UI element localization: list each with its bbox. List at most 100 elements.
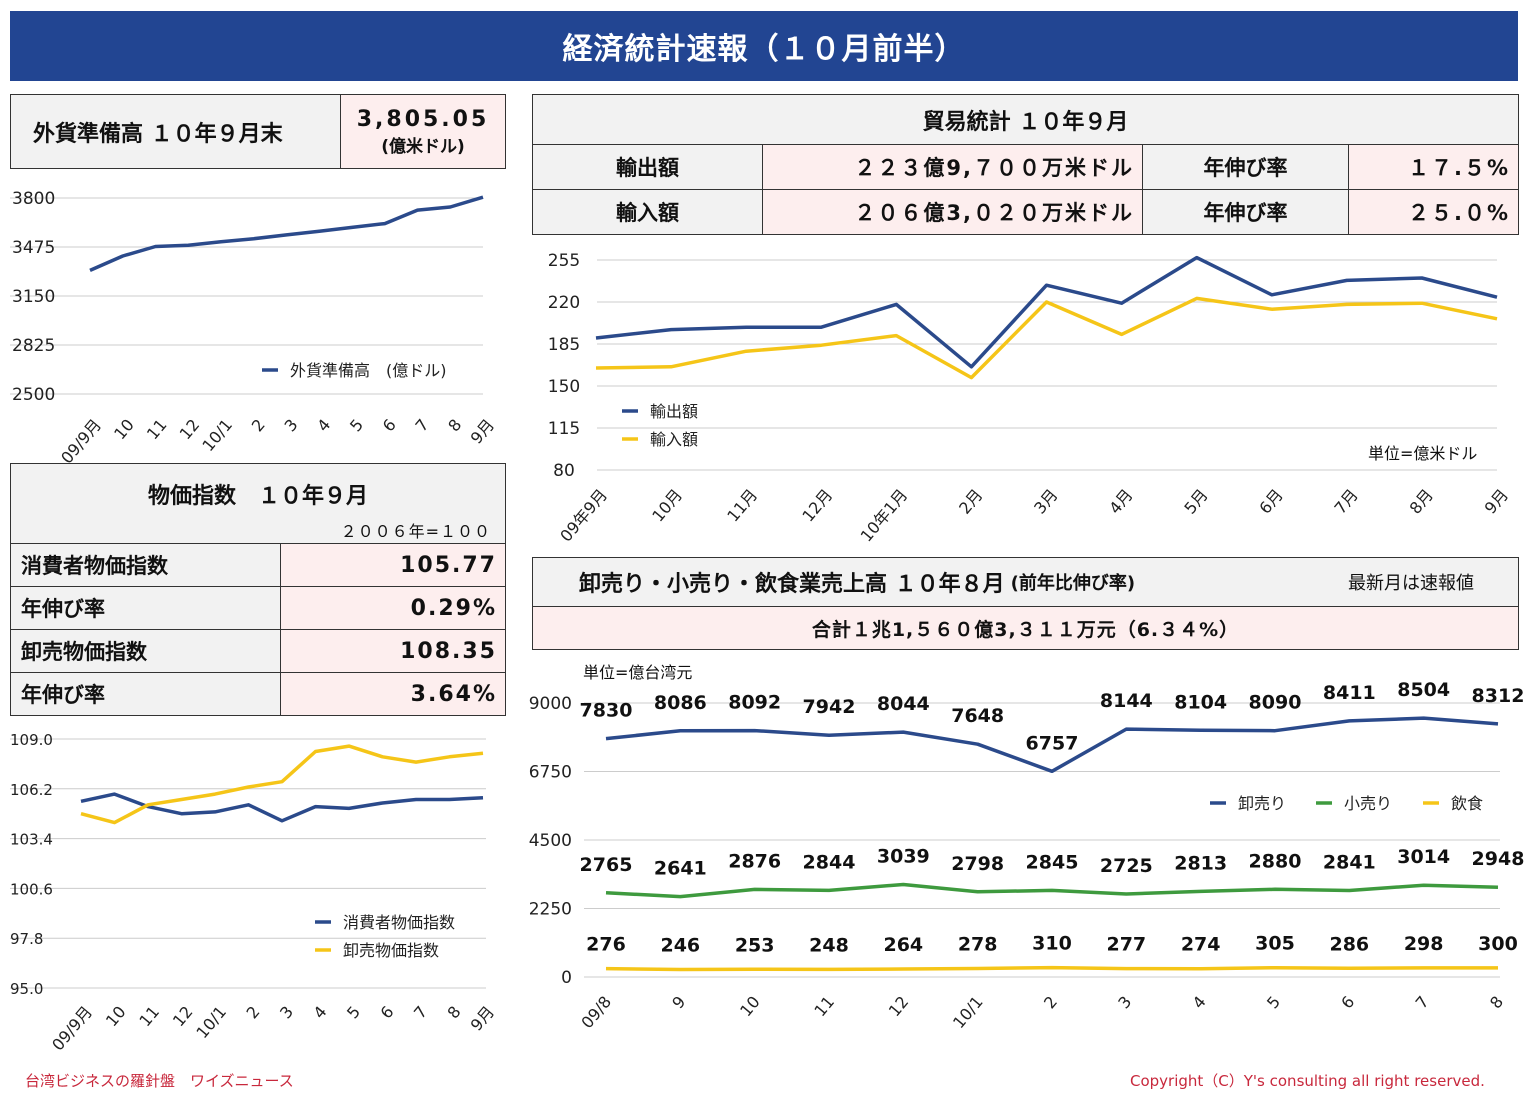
prices-ytick: 103.4: [10, 831, 53, 849]
reserves-ytick: 3475: [12, 238, 55, 258]
sales-data-label: 8104: [1174, 691, 1227, 713]
reserves-xtick: 4: [313, 415, 334, 435]
trade-ytick: 185: [548, 335, 580, 355]
sales-data-label: 2798: [951, 853, 1004, 875]
trade-title: 貿易統計 １０年９月: [532, 94, 1519, 145]
trade-import-label: 輸入額: [532, 189, 763, 235]
reserves-legend-label: 外貨準備高 (億ドル): [290, 361, 447, 380]
sales-ytick: 4500: [529, 831, 572, 851]
prices-xtick: 7: [410, 1002, 431, 1022]
sales-legend-label: 飲食: [1451, 794, 1483, 813]
trade-export-label: 輸出額: [532, 144, 763, 190]
sales-title: 卸売り・小売り・飲食業売上高 １０年８月: [579, 572, 1005, 597]
sales-data-label: 8504: [1397, 679, 1450, 701]
trade-ytick: 220: [548, 293, 580, 313]
sales-series-line: [605, 965, 1498, 972]
sales-xtick: 3: [1114, 992, 1135, 1012]
sales-data-label: 253: [735, 934, 775, 956]
cpi-growth-value: 0.29%: [280, 586, 506, 630]
reserves-unit: (億米ドル): [381, 136, 465, 157]
sales-series-line: [605, 716, 1499, 774]
trade-ytick: 80: [553, 461, 575, 481]
sales-data-label: 2844: [803, 851, 856, 873]
sales-data-label: 298: [1404, 933, 1444, 955]
sales-data-label: 2813: [1174, 852, 1227, 874]
sales-data-label: 8144: [1100, 690, 1153, 712]
cpi-growth-label: 年伸び率: [10, 586, 281, 630]
prices-header: 物価指数 １０年９月 ２００６年=１００: [10, 463, 506, 544]
sales-data-label: 2880: [1249, 850, 1302, 872]
sales-xtick: 8: [1486, 992, 1507, 1012]
prices-xtick: 5: [343, 1002, 364, 1022]
sales-total: 合計１兆1,５６０億3,３１１万元（6.３４%）: [532, 606, 1519, 650]
prices-xtick: 12: [169, 1002, 197, 1030]
trade-export-growth: １７.５%: [1348, 144, 1519, 190]
trade-xtick: 10年1月: [857, 485, 912, 545]
reserves-xtick: 12: [176, 415, 204, 443]
prices-legend-label: 消費者物価指数: [343, 913, 455, 932]
sales-xtick: 2: [1040, 992, 1061, 1012]
prices-xtick: 4: [309, 1002, 330, 1022]
reserves-value: 3,805.05: [356, 106, 490, 132]
sales-legend-label: 卸売り: [1238, 794, 1286, 813]
prices-xtick: 09/9月: [48, 1002, 96, 1054]
cpi-value: 105.77: [280, 543, 506, 587]
prices-ytick: 100.6: [10, 880, 53, 898]
reserves-label: 外貨準備高 １０年９月末: [10, 94, 341, 169]
sales-data-label: 278: [958, 934, 998, 956]
reserves-ytick: 3800: [12, 189, 55, 209]
reserves-xtick: 09/9月: [57, 415, 105, 467]
reserves-xtick: 10/1: [198, 415, 236, 455]
sales-ytick: 0: [561, 968, 572, 988]
trade-ytick: 150: [548, 377, 580, 397]
trade-xtick: 9月: [1481, 485, 1512, 517]
trade-unit-note: 単位=億米ドル: [1368, 444, 1478, 463]
sales-header: 卸売り・小売り・飲食業売上高 １０年８月 (前年比伸び率) 最新月は速報値: [532, 557, 1519, 607]
reserves-xtick: 9月: [467, 415, 498, 447]
reserves-xtick: 11: [143, 415, 171, 443]
page-title: 経済統計速報（１０月前半）: [10, 11, 1518, 81]
reserves-value-box: 3,805.05 (億米ドル): [340, 94, 506, 169]
trade-legend-label: 輸入額: [650, 430, 698, 449]
trade-xtick: 6月: [1255, 485, 1286, 517]
sales-data-label: 305: [1255, 933, 1295, 955]
sales-xtick: 12: [885, 992, 913, 1020]
sales-data-label: 7830: [580, 700, 633, 722]
reserves-xtick: 7: [411, 415, 432, 435]
prices-base: ２００６年=１００: [340, 522, 491, 541]
sales-data-label: 264: [883, 934, 923, 956]
footer-left: 台湾ビジネスの羅針盤 ワイズニュース: [25, 1072, 294, 1090]
reserves-ytick: 3150: [12, 287, 55, 307]
sales-xtick: 7: [1412, 992, 1433, 1012]
reserves-ytick: 2500: [12, 385, 55, 405]
sales-xtick: 5: [1263, 992, 1284, 1012]
trade-import-growth-label: 年伸び率: [1142, 189, 1349, 235]
prices-xtick: 9月: [467, 1002, 498, 1034]
reserves-ytick: 2825: [12, 336, 55, 356]
prices-ytick: 106.2: [10, 781, 53, 799]
prices-xtick: 8: [443, 1002, 464, 1022]
sales-data-label: 3014: [1397, 846, 1450, 868]
reserves-xtick: 8: [444, 415, 465, 435]
reserves-xtick: 6: [379, 415, 400, 435]
sales-data-label: 8312: [1472, 685, 1525, 707]
wpi-growth-value: 3.64%: [280, 672, 506, 716]
prices-ytick: 97.8: [10, 930, 43, 948]
trade-series-line: [595, 296, 1498, 380]
trade-export-value: ２２３億9,７００万米ドル: [762, 144, 1143, 190]
trade-xtick: 09年9月: [556, 485, 611, 545]
sales-data-label: 7942: [803, 696, 856, 718]
prices-xtick: 2: [242, 1002, 263, 1022]
sales-note: 最新月は速報値: [1348, 573, 1474, 594]
prices-xtick: 6: [376, 1002, 397, 1022]
trade-xtick: 8月: [1406, 485, 1437, 517]
prices-xtick: 11: [135, 1002, 163, 1030]
trade-xtick: 11月: [723, 485, 761, 525]
trade-xtick: 10月: [648, 485, 686, 525]
sales-data-label: 246: [660, 935, 700, 957]
trade-legend-label: 輸出額: [650, 402, 698, 421]
sales-xtick: 11: [810, 992, 838, 1020]
trade-export-growth-label: 年伸び率: [1142, 144, 1349, 190]
wpi-growth-label: 年伸び率: [10, 672, 281, 716]
sales-ytick: 9000: [529, 694, 572, 714]
